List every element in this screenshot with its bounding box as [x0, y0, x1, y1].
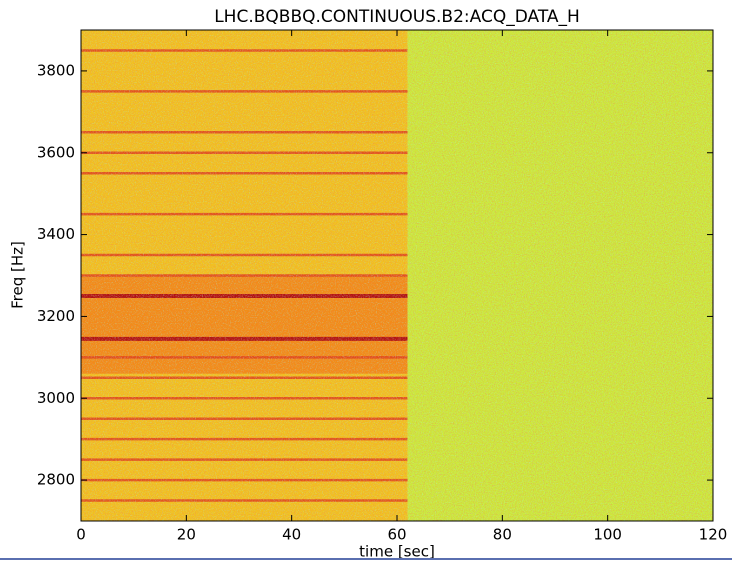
y-tick-label: 2800	[37, 471, 75, 489]
y-tick-label: 3800	[37, 61, 75, 79]
y-tick-label: 3000	[37, 389, 75, 407]
x-axis-label: time [sec]	[359, 543, 435, 561]
x-tick-label: 60	[387, 526, 406, 544]
x-tick-label: 80	[493, 526, 512, 544]
x-tick-label: 0	[76, 526, 86, 544]
y-tick-label: 3600	[37, 143, 75, 161]
y-axis-label: Freq [Hz]	[9, 241, 27, 309]
noise-texture	[81, 30, 713, 521]
chart-title: LHC.BQBBQ.CONTINUOUS.B2:ACQ_DATA_H	[214, 7, 580, 27]
x-tick-label: 100	[593, 526, 622, 544]
x-tick-label: 120	[699, 526, 728, 544]
x-tick-label: 40	[282, 526, 301, 544]
y-tick-label: 3400	[37, 225, 75, 243]
x-tick-label: 20	[177, 526, 196, 544]
y-tick-label: 3200	[37, 307, 75, 325]
